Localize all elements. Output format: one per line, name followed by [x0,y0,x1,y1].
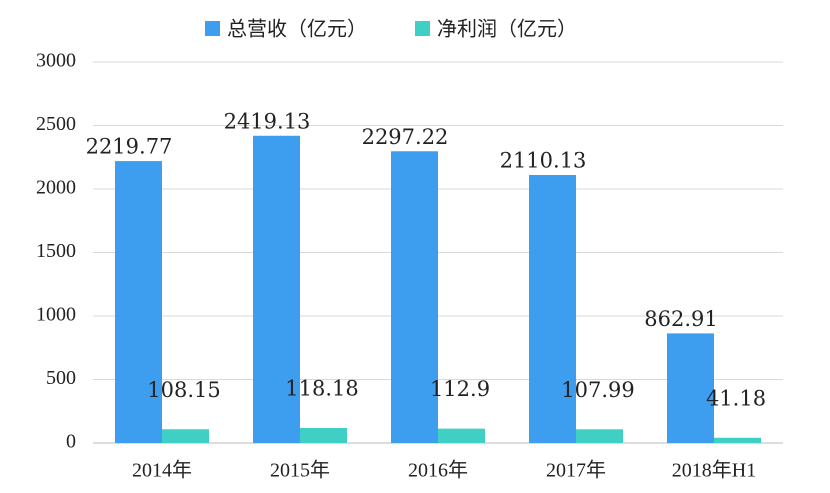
y-tick-label: 1000 [36,304,76,326]
value-label: 2419.13 [224,109,311,133]
bar [162,429,209,443]
x-tick-label: 2015年 [270,459,330,482]
value-label: 2297.22 [362,125,449,149]
bar [253,135,300,443]
value-label: 107.99 [561,378,634,402]
y-tick-label: 3000 [36,50,76,72]
bar [576,429,623,443]
value-label: 108.15 [147,378,220,402]
bar [667,333,714,443]
value-label: 2110.13 [500,149,587,173]
y-tick-label: 2000 [36,177,76,199]
value-label: 41.18 [706,386,766,410]
bar [115,161,162,443]
legend-label: 净利润（亿元） [437,17,577,41]
legend-swatch [205,21,220,36]
bar [438,428,485,443]
bar [300,427,347,443]
y-tick-label: 0 [66,431,76,453]
bar [391,151,438,444]
x-tick-label: 2014年 [132,459,192,482]
bar [529,175,576,443]
x-tick-label: 2016年 [408,459,468,482]
value-label: 2219.77 [86,135,173,159]
legend-swatch [415,21,430,36]
y-tick-label: 500 [46,367,76,389]
bar [714,437,761,443]
y-tick-label: 2500 [36,113,76,135]
y-tick-label: 1500 [36,240,76,262]
value-label: 112.9 [430,377,490,401]
x-tick-label: 2017年 [546,459,606,482]
legend-label: 总营收（亿元） [227,17,367,41]
value-label: 862.91 [644,307,717,331]
x-tick-label: 2018年H1 [672,459,756,482]
value-label: 118.18 [285,376,358,400]
